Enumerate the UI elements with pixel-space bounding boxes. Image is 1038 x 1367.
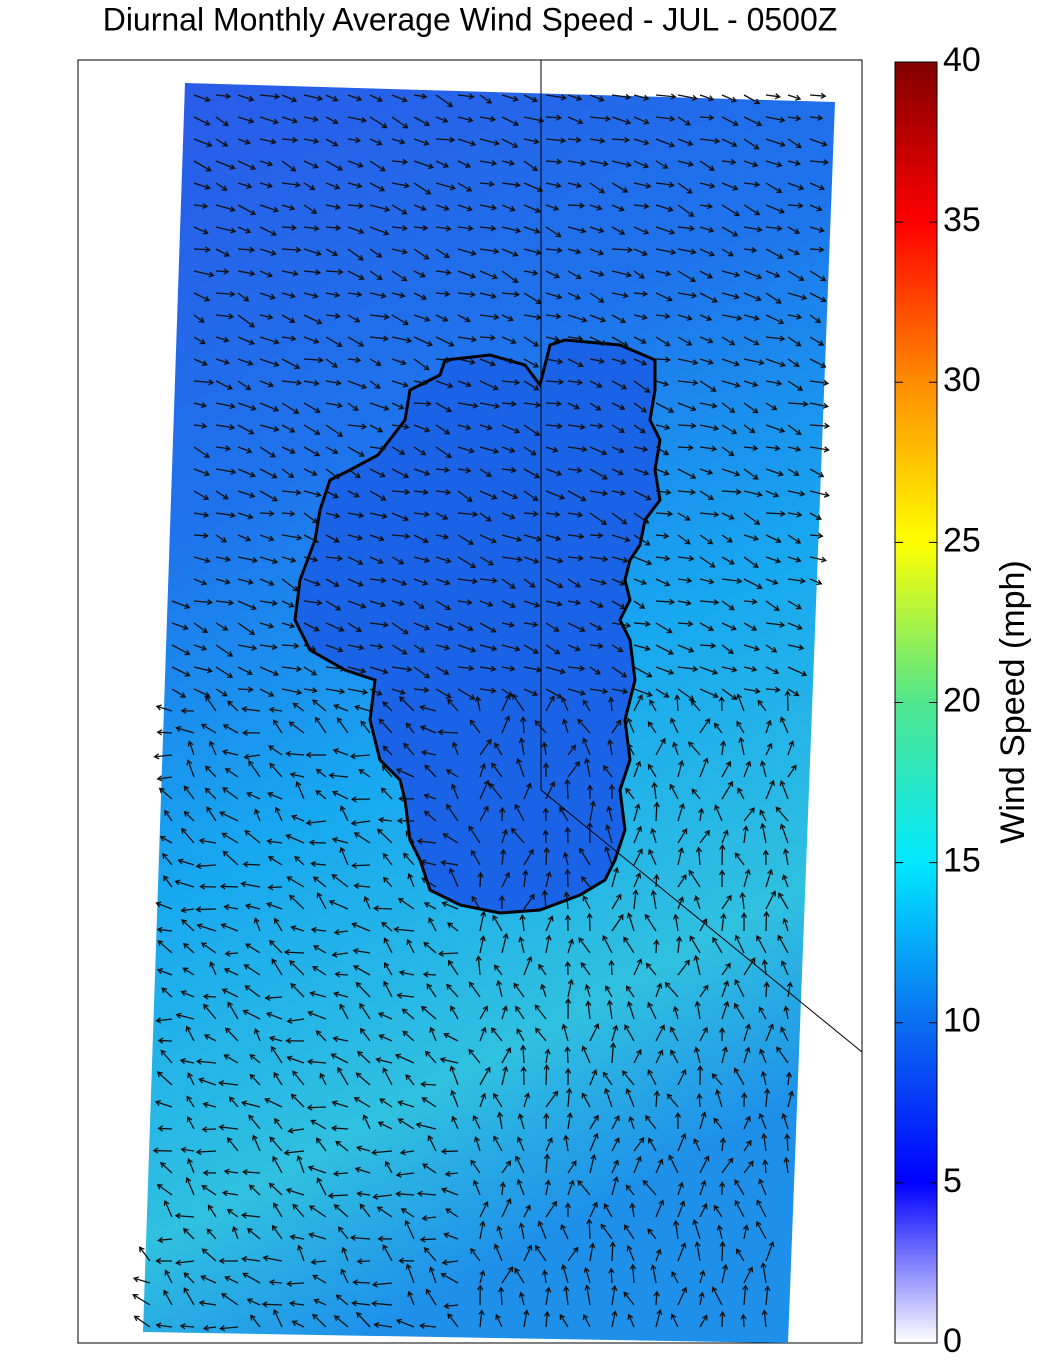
colorbar-tick-label: 35 — [943, 201, 981, 239]
colorbar-tick-label: 40 — [943, 41, 981, 79]
colorbar-tick-label: 5 — [943, 1162, 962, 1200]
lake-outline — [293, 338, 662, 915]
colorbar-tick-label: 0 — [943, 1322, 962, 1360]
colorbar-tick-label: 10 — [943, 1002, 981, 1040]
title: Diurnal Monthly Average Wind Speed - JUL… — [103, 1, 838, 37]
colorbar-tick-label: 25 — [943, 521, 981, 559]
colorbar-label: Wind Speed (mph) — [994, 560, 1032, 843]
wind-arrows — [132, 92, 831, 1332]
colorbar-tick-label: 15 — [943, 842, 981, 880]
colorbar-tick-label: 30 — [943, 361, 981, 399]
colorbar-ticks: 0 5 10 15 20 25 30 35 40 — [895, 41, 981, 1360]
map — [132, 60, 863, 1343]
colorbar-tick-label: 20 — [943, 681, 981, 719]
boundary-line — [540, 60, 863, 1053]
